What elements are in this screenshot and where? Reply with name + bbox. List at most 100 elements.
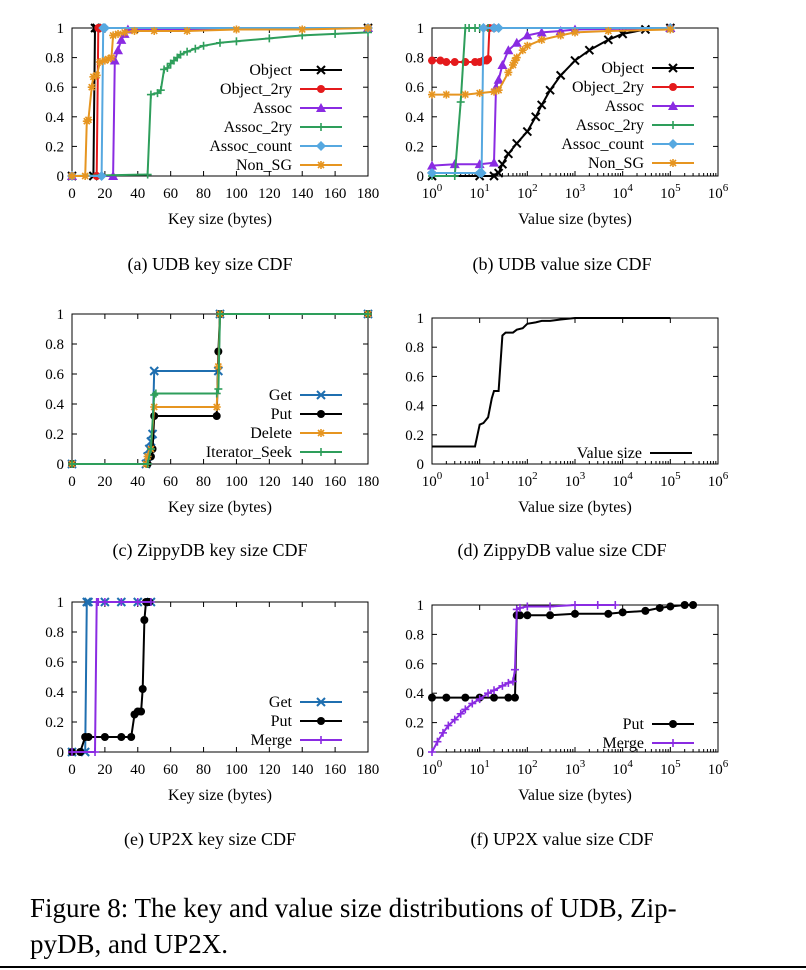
chart-e-xtick-label: 0 (68, 762, 76, 778)
chart-a-legend-label: Non_SG (236, 157, 292, 174)
chart-f-series-Merge-point (593, 601, 602, 609)
chart-c-xlabel: Key size (bytes) (168, 499, 272, 516)
chart-a-series-Non_SG-point (84, 115, 93, 124)
chart-e-legend-marker (317, 736, 325, 744)
chart-f-legend-marker (669, 739, 677, 747)
chart-b-series-Non_SG-point (537, 35, 546, 44)
chart-f-ytick-label: 0 (417, 745, 425, 761)
chart-b-xtick-label: 106 (708, 182, 729, 202)
chart-c-ytick-label: 0.6 (45, 367, 64, 383)
chart-e-xtick-label: 120 (258, 762, 281, 778)
chart-b-ytick-label: 1 (417, 21, 425, 37)
chart-a-xtick-label: 100 (225, 186, 248, 202)
chart-e-series-Put-point (100, 733, 109, 741)
chart-e-xtick-label: 160 (324, 762, 347, 778)
chart-f-series-Put-point (618, 608, 627, 617)
chart-a-legend-marker (317, 85, 325, 93)
chart-a-xtick-label: 180 (357, 186, 380, 202)
chart-a-legend-marker (316, 141, 326, 151)
chart-e-ytick-label: 0.4 (45, 685, 64, 701)
chart-f-xtick-label: 106 (708, 758, 729, 778)
chart-c-series-Get-point (149, 366, 159, 376)
chart-b-xlabel: Value size (bytes) (518, 211, 632, 228)
chart-a-series-Non_SG-point (150, 26, 159, 35)
chart-e-series-Get-point (82, 597, 92, 607)
chart-c-series-Iterator_Seek-point (146, 445, 155, 453)
chart-b-series-Non_SG-point (571, 28, 579, 37)
figure-caption-line-1: Figure 8: The key and value size distrib… (30, 893, 677, 923)
chart-a-legend-marker (317, 123, 325, 131)
chart-f-frame (431, 604, 719, 753)
chart-b-frame (431, 27, 719, 177)
chart-b-series-Assoc_count-point (478, 23, 489, 33)
chart-b-legend-marker (668, 63, 678, 73)
chart-b-series-Object_2ry-point (450, 58, 459, 67)
chart-e-series-Merge-point (117, 598, 126, 606)
chart-d-xtick-label: 104 (612, 470, 633, 490)
chart-c-title: (c) ZippyDB key size CDF (113, 540, 308, 561)
chart-a-legend-marker (316, 65, 326, 75)
chart-c-legend-label: Delete (250, 425, 292, 442)
chart-b-legend-marker (669, 121, 677, 129)
chart-b-series-Object_2ry-point (428, 56, 436, 65)
chart-b-series-Assoc_2ry-point (456, 98, 465, 106)
chart-b-series-Object-point (493, 168, 504, 178)
chart-f-series-Merge-point (444, 721, 453, 730)
chart-b-series-Assoc-point (427, 160, 437, 170)
chart-f-ytick-label: 0.8 (405, 627, 424, 643)
chart-c-series-Iterator_Seek-point (364, 310, 372, 318)
chart-e-xtick-label: 140 (291, 762, 314, 778)
chart-f-xtick-label: 100 (422, 758, 443, 778)
chart-d-xtick-label: 103 (565, 470, 586, 490)
chart-a-series-Non_SG-point (92, 71, 101, 80)
chart-e-series-Put-point (138, 685, 147, 693)
chart-c-xtick-label: 0 (68, 474, 76, 490)
chart-b-xtick-label: 105 (660, 182, 681, 202)
chart-c-xtick-label: 40 (130, 474, 145, 490)
chart-c-series-Iterator_Seek-point (143, 460, 152, 468)
chart-a-series-Non_SG-point (81, 172, 90, 180)
chart-b-title: (b) UDB value size CDF (473, 254, 652, 275)
chart-e-ytick-label: 0.8 (45, 625, 64, 641)
chart-b-legend-marker (669, 83, 677, 91)
chart-e-legend-label: Get (269, 694, 293, 711)
chart-f-series-Merge-point (450, 715, 459, 724)
chart-a-ytick-label: 0.4 (45, 110, 64, 126)
chart-a-xtick-label: 140 (291, 186, 314, 202)
chart-c-ytick-label: 1 (57, 307, 65, 323)
chart-a-ytick-label: 0.6 (45, 80, 64, 96)
chart-a-series-Non_SG-point (183, 26, 192, 35)
bottom-rule (0, 966, 806, 968)
chart-f-series-Put-point (442, 693, 451, 702)
chart-b-series-Non_SG-point (461, 90, 470, 99)
chart-e-series-Get-point (83, 597, 94, 607)
chart-e-series-Put-point (127, 733, 136, 741)
chart-b-xtick-label: 100 (422, 182, 443, 202)
chart-b-legend-label: Non_SG (588, 155, 644, 172)
chart-d-ytick-label: 0.8 (405, 340, 424, 356)
chart-e-series-Get-line (72, 601, 151, 753)
chart-a-series-Non_SG-point (68, 172, 76, 180)
chart-b-series-Assoc-point (489, 157, 500, 167)
chart-d-ytick-label: 0 (417, 457, 425, 473)
chart-f-ytick-label: 0.2 (405, 716, 424, 732)
chart-c-xtick-label: 160 (324, 474, 347, 490)
chart-a-legend-label: Assoc (253, 100, 292, 117)
chart-f-series-Put-point (504, 693, 513, 702)
chart-f-ytick-label: 0.4 (405, 686, 424, 702)
chart-b-series-Assoc-point (503, 45, 514, 55)
chart-e-xtick-label: 100 (225, 762, 248, 778)
chart-b-series-Object-point (512, 138, 522, 149)
chart-e-series-Put-point (117, 733, 126, 741)
chart-b-series-Assoc_count-point (476, 168, 487, 179)
chart-f-series-Merge-point (546, 602, 555, 611)
chart-f-series-Merge-point (468, 699, 477, 708)
chart-b-series-Assoc-point (522, 30, 533, 40)
chart-a-xtick-label: 0 (68, 186, 76, 202)
chart-b-series-Object-point (603, 35, 614, 45)
chart-c-ytick-label: 0.2 (45, 427, 64, 443)
chart-b: 0 0.2 0.4 0.6 0.8 1 100 101 102 103 104 105 106 Value… (405, 21, 729, 275)
chart-b-ytick-label: 0.4 (405, 110, 424, 126)
chart-c: 0 0.2 0.4 0.6 0.8 1 0 20 40 60 80 100 120 140 160 180 Ke… (45, 307, 379, 561)
chart-d-xlabel: Value size (bytes) (518, 499, 632, 516)
